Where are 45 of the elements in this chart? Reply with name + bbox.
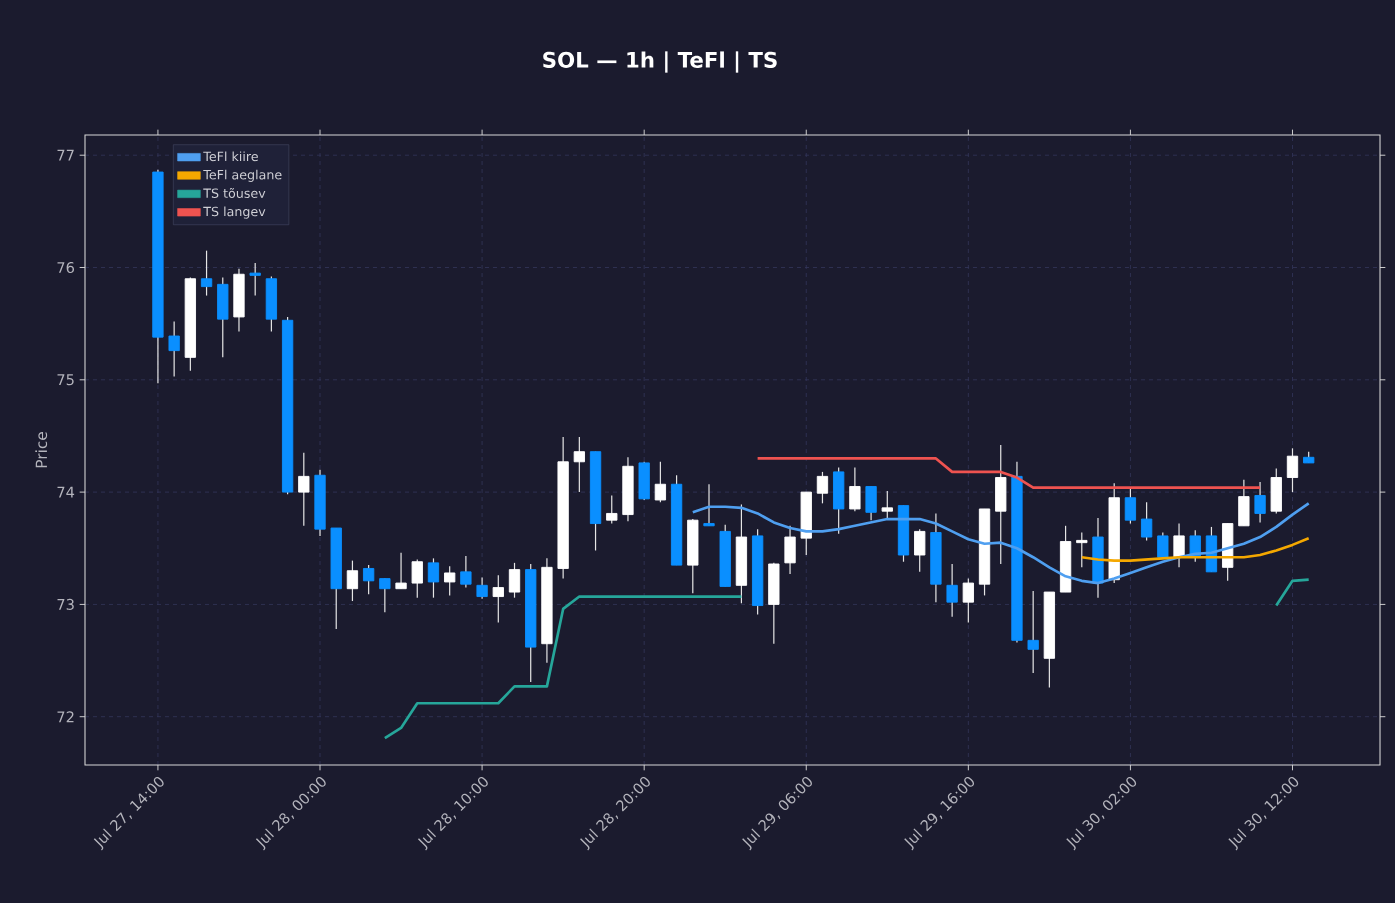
candlestick: [914, 528, 926, 573]
candlestick: [395, 552, 407, 590]
candlestick: [168, 320, 180, 378]
candlestick: [298, 452, 310, 527]
y-axis-title: Price: [35, 432, 48, 468]
legend-label: TS langev: [203, 206, 266, 219]
legend-label: TeFl aeglane: [203, 169, 282, 182]
candlestick: [249, 262, 261, 297]
candlestick: [606, 494, 618, 525]
candlestick: [346, 560, 359, 602]
legend-label: TeFl kiire: [203, 151, 258, 162]
candlestick: [427, 557, 440, 599]
candlestick: [881, 490, 893, 520]
candlestick: [1173, 522, 1185, 568]
candlestick: [1076, 531, 1088, 568]
candlestick: [654, 461, 667, 503]
candlestick: [946, 563, 958, 618]
candlestick: [1157, 531, 1169, 558]
candlestick: [1124, 488, 1137, 525]
candlestick: [573, 436, 585, 493]
legend-label: TS tõusev: [203, 187, 266, 198]
candlestick: [362, 564, 375, 595]
y-tick-label: 77: [57, 149, 74, 161]
candlestick: [1140, 501, 1153, 541]
candlestick: [411, 558, 423, 599]
chart-title: SOL — 1h | TeFl | TS: [543, 51, 777, 73]
candlestick: [849, 466, 861, 512]
candlestick: [1286, 447, 1299, 493]
candlestick: [962, 577, 974, 623]
candlestick: [476, 576, 488, 600]
candlestick: [460, 555, 472, 589]
candlestick: [492, 574, 504, 623]
y-tick-label: 72: [57, 711, 74, 723]
y-tick-label: 76: [57, 261, 75, 274]
candlestick: [1254, 481, 1266, 524]
candlestick: [816, 471, 829, 504]
candlestick: [703, 483, 715, 527]
candlestick: [444, 565, 456, 597]
y-tick-label: 74: [57, 486, 75, 498]
candlestick: [508, 562, 521, 599]
candlestick: [200, 250, 213, 297]
y-tick-label: 73: [57, 598, 74, 610]
y-tick-label: 75: [57, 374, 74, 386]
candlestick: [1027, 590, 1039, 674]
candlestick: [379, 577, 391, 613]
